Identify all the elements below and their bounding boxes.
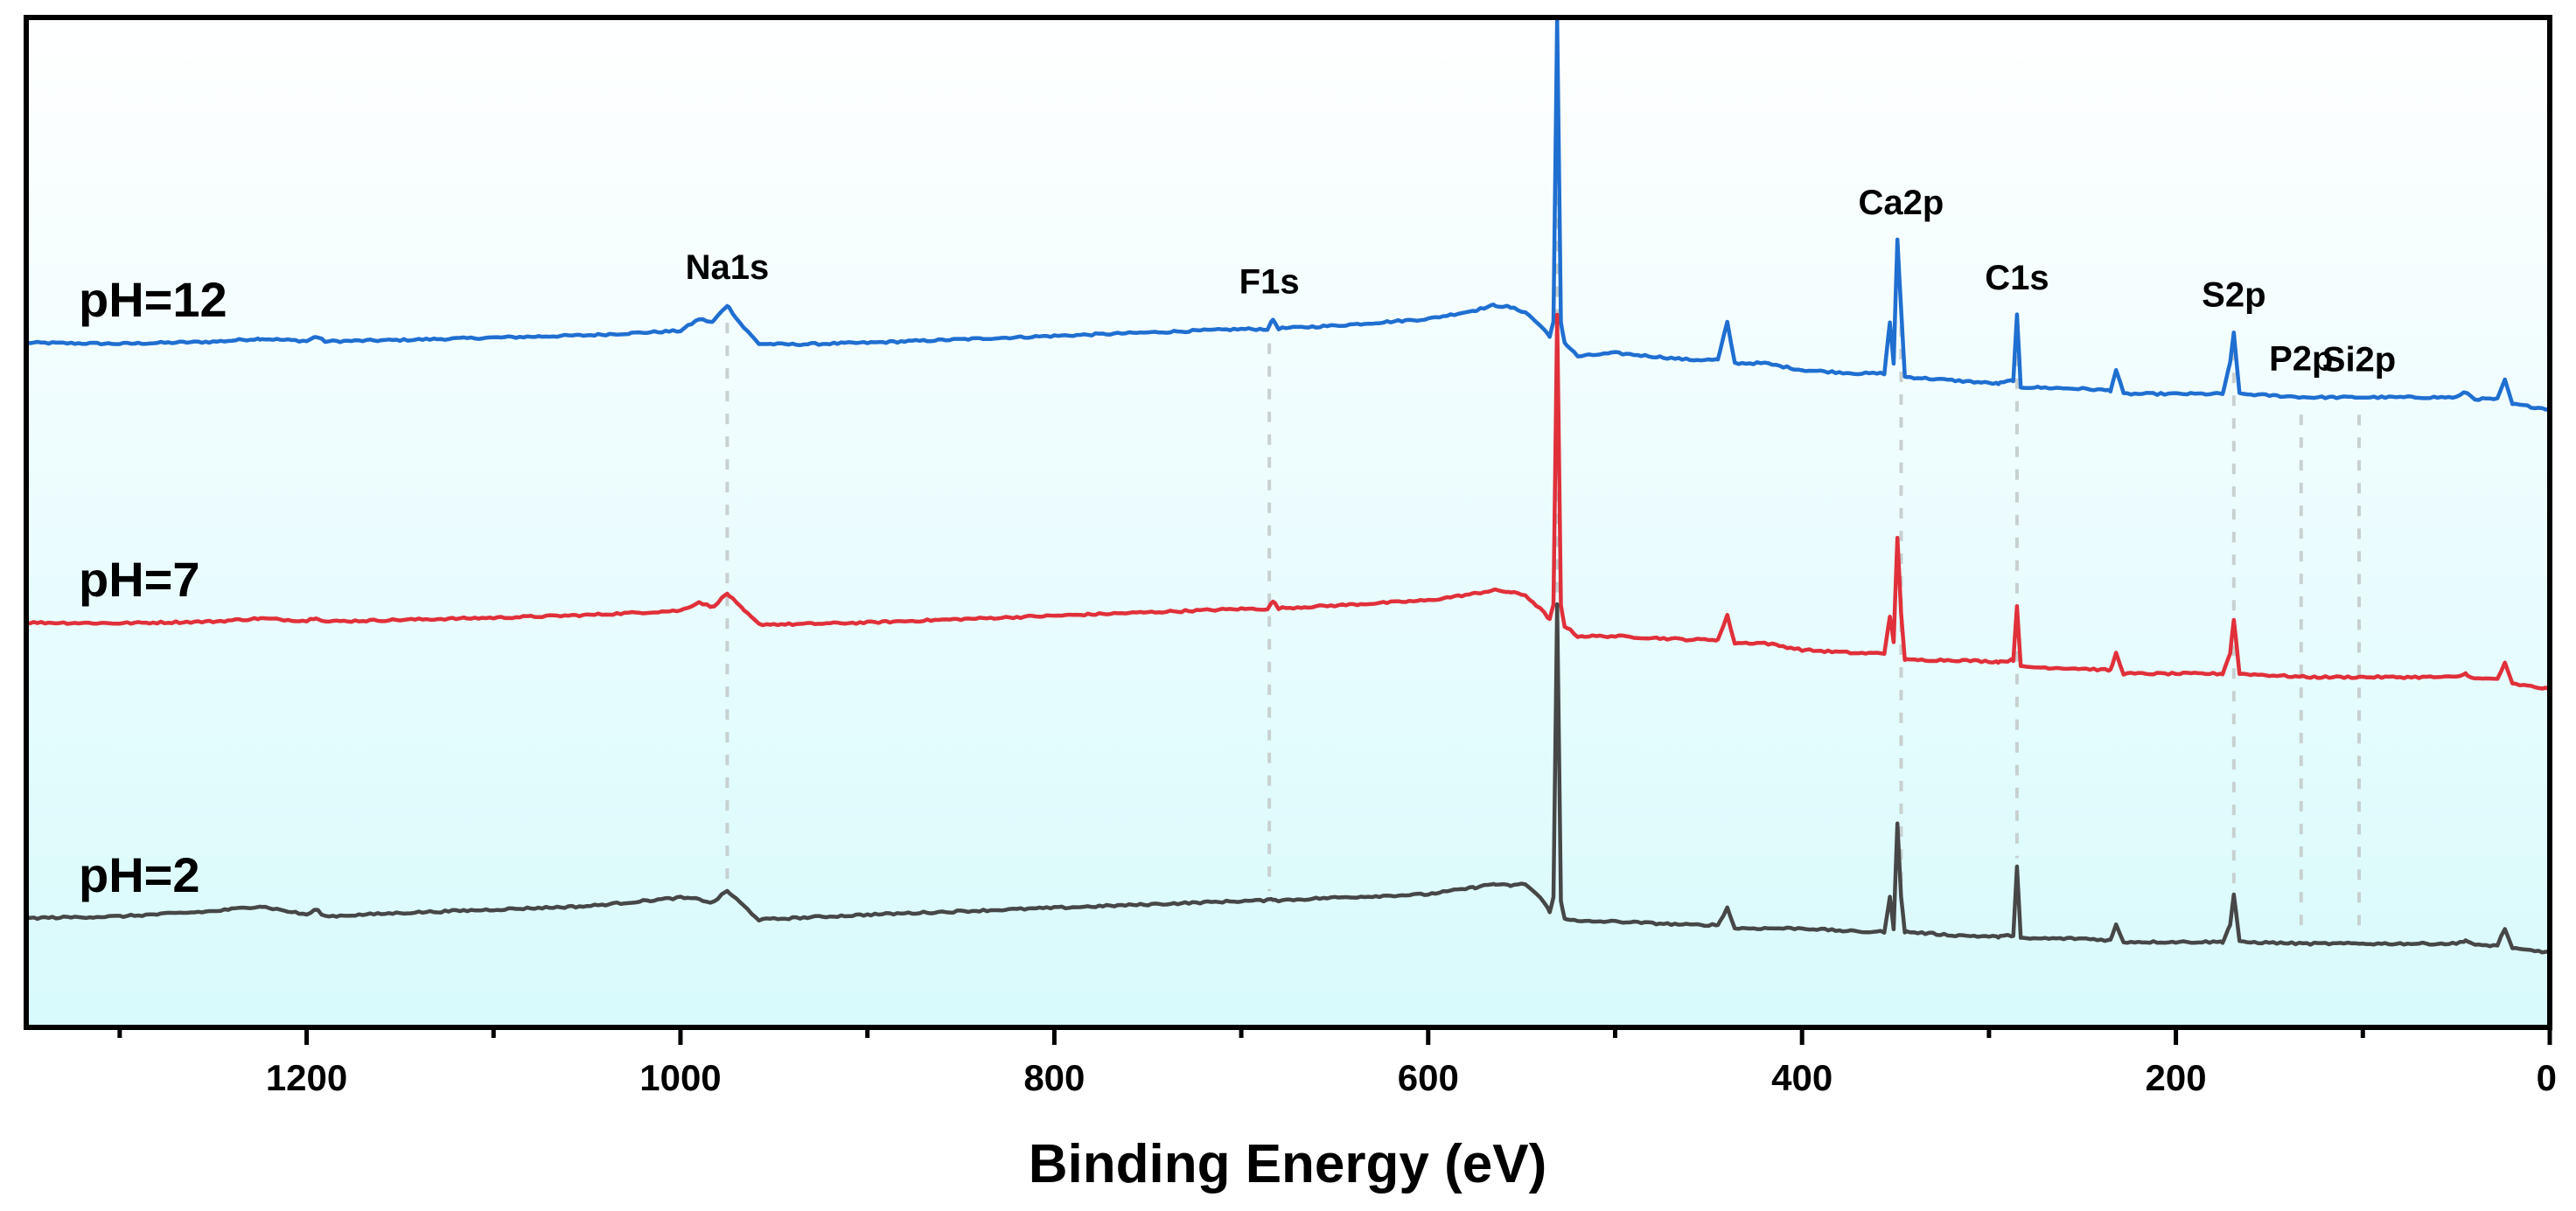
plot-background bbox=[26, 17, 2550, 1027]
peak-label: Ca2p bbox=[1859, 184, 1944, 222]
x-axis-ticks bbox=[117, 1027, 2552, 1045]
peak-label: Si2p bbox=[2322, 340, 2396, 379]
x-tick-label: 400 bbox=[1771, 1057, 1833, 1098]
x-tick-label: 600 bbox=[1398, 1057, 1459, 1098]
series-label: pH=7 bbox=[79, 552, 200, 607]
x-tick-label: 200 bbox=[2146, 1057, 2207, 1098]
series-label: pH=12 bbox=[79, 272, 227, 327]
series-label: pH=2 bbox=[79, 847, 200, 902]
x-axis-tick-labels: 1200 1000 800 600 400 200 0 bbox=[266, 1057, 2557, 1098]
x-tick-label: 1000 bbox=[639, 1057, 721, 1098]
series-line-1 bbox=[25, 16, 2551, 412]
peak-label: P2p bbox=[2269, 339, 2333, 378]
peak-label: Na1s bbox=[686, 248, 770, 287]
x-tick-label: 0 bbox=[2537, 1057, 2557, 1098]
peak-label: F1s bbox=[1239, 262, 1300, 301]
series-labels: pH=12 pH=7 pH=2 bbox=[79, 272, 227, 902]
x-tick-label: 1200 bbox=[266, 1057, 347, 1098]
plot-frame bbox=[24, 15, 2552, 1030]
peak-label: S2p bbox=[2202, 275, 2265, 314]
x-axis-title: Binding Energy (eV) bbox=[1029, 1134, 1546, 1194]
x-tick-label: 800 bbox=[1023, 1057, 1085, 1098]
series-lines bbox=[25, 16, 2552, 955]
series-line-3 bbox=[25, 602, 2551, 955]
series-line-2 bbox=[25, 312, 2552, 692]
peak-label: C1s bbox=[1985, 259, 2049, 297]
peak-label: O1s bbox=[1524, 0, 1590, 1]
